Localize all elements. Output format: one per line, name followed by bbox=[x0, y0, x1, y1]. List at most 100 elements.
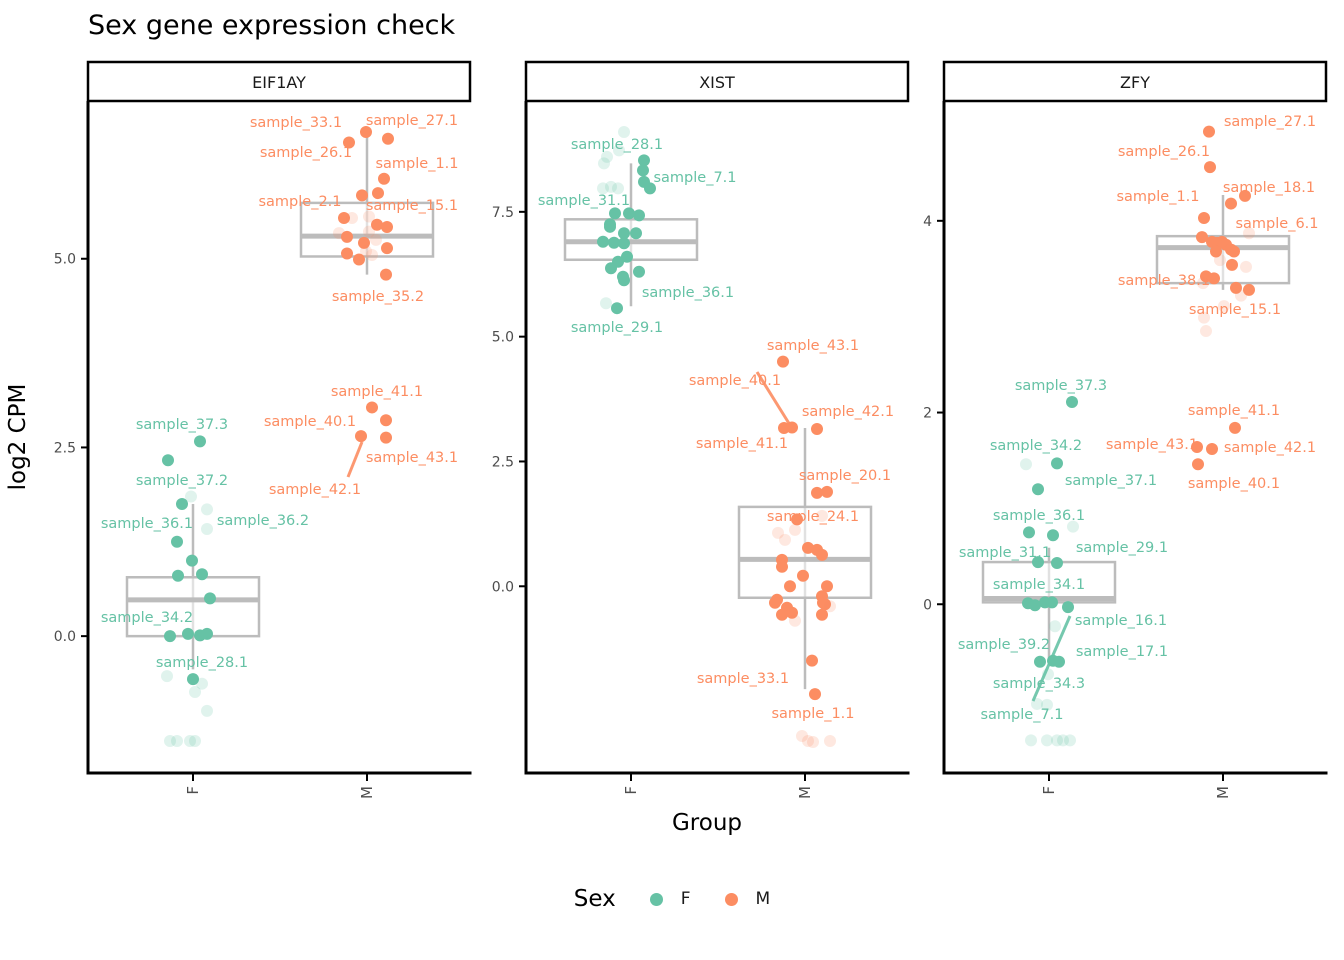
sample-label: sample_36.2 bbox=[217, 513, 309, 529]
jitter-point bbox=[162, 454, 174, 467]
legend-key-f-icon bbox=[649, 892, 663, 906]
jitter-point bbox=[371, 218, 383, 231]
x-tick-label: F bbox=[184, 786, 202, 795]
jitter-point bbox=[597, 235, 609, 248]
jitter-point bbox=[817, 596, 829, 609]
sample-label: sample_27.1 bbox=[366, 113, 458, 129]
sample-label: sample_43.1 bbox=[366, 450, 458, 466]
jitter-point bbox=[1053, 655, 1065, 668]
jitter-point bbox=[380, 414, 392, 427]
jitter-point bbox=[341, 247, 353, 260]
jitter-point bbox=[363, 225, 375, 238]
jitter-point bbox=[1218, 300, 1230, 313]
jitter-point bbox=[618, 237, 630, 250]
jitter-point bbox=[1204, 161, 1216, 174]
jitter-point bbox=[1200, 325, 1212, 338]
jitter-point bbox=[366, 401, 378, 414]
jitter-point bbox=[1032, 483, 1044, 496]
sample-label: sample_38.1 bbox=[1118, 273, 1210, 289]
jitter-point bbox=[806, 654, 818, 667]
sample-label: sample_42.1 bbox=[1224, 440, 1316, 456]
jitter-point bbox=[638, 154, 650, 167]
sample-label: sample_34.2 bbox=[101, 610, 193, 626]
jitter-point bbox=[776, 560, 788, 573]
jitter-point bbox=[184, 735, 196, 748]
jitter-point bbox=[196, 677, 208, 690]
sample-label: sample_40.1 bbox=[689, 373, 781, 389]
y-tick-label: 5.0 bbox=[54, 252, 76, 268]
jitter-point bbox=[196, 568, 208, 581]
jitter-point bbox=[821, 580, 833, 593]
jitter-point bbox=[182, 627, 194, 640]
sample-label: sample_20.1 bbox=[799, 468, 891, 484]
jitter-point bbox=[1198, 311, 1210, 324]
x-tick-label: M bbox=[1214, 786, 1232, 799]
y-tick-label: 7.5 bbox=[492, 205, 514, 221]
sample-label: sample_42.1 bbox=[802, 404, 894, 420]
jitter-point bbox=[811, 423, 823, 436]
box bbox=[981, 560, 1117, 604]
sample-label: sample_31.1 bbox=[538, 193, 630, 209]
jitter-point bbox=[1235, 289, 1247, 302]
jitter-point bbox=[1225, 197, 1237, 210]
jitter-point bbox=[1192, 458, 1204, 471]
jitter-point bbox=[353, 253, 365, 266]
y-tick-label: 0.0 bbox=[492, 579, 514, 595]
jitter-point bbox=[1240, 260, 1252, 273]
sample-label: sample_41.1 bbox=[696, 436, 788, 452]
jitter-point bbox=[204, 592, 216, 605]
jitter-point bbox=[816, 608, 828, 621]
jitter-point bbox=[644, 182, 656, 195]
jitter-point bbox=[363, 210, 375, 223]
jitter-point bbox=[802, 541, 814, 554]
jitter-point bbox=[380, 431, 392, 444]
jitter-point bbox=[381, 242, 393, 255]
jitter-point bbox=[194, 435, 206, 448]
sample-label: sample_43.1 bbox=[1106, 437, 1198, 453]
box bbox=[125, 576, 261, 638]
jitter-point bbox=[1208, 272, 1220, 285]
jitter-point bbox=[171, 735, 183, 748]
jitter-point bbox=[597, 182, 609, 195]
jitter-point bbox=[608, 236, 620, 249]
jitter-point bbox=[1029, 599, 1041, 612]
jitter-point bbox=[807, 736, 819, 749]
jitter-point bbox=[1229, 421, 1241, 434]
sample-label: sample_16.1 bbox=[1075, 613, 1167, 629]
jitter-point bbox=[1047, 529, 1059, 542]
jitter-point bbox=[1196, 231, 1208, 244]
sample-label: sample_24.1 bbox=[767, 509, 859, 525]
jitter-point bbox=[1034, 655, 1046, 668]
sample-label: sample_36.1 bbox=[101, 516, 193, 532]
jitter-point bbox=[1197, 277, 1209, 290]
sample-label: sample_17.1 bbox=[1076, 644, 1168, 660]
jitter-point bbox=[1066, 395, 1078, 408]
jitter-point bbox=[1041, 698, 1053, 711]
jitter-point bbox=[1057, 734, 1069, 747]
jitter-point bbox=[618, 227, 630, 240]
jitter-point bbox=[346, 211, 358, 224]
jitter-point bbox=[1020, 458, 1032, 471]
jitter-point bbox=[611, 302, 623, 315]
jitter-point bbox=[600, 297, 612, 310]
jitter-point bbox=[1228, 245, 1240, 258]
jitter-point bbox=[621, 250, 633, 263]
jitter-point bbox=[821, 485, 833, 498]
x-tick-label: F bbox=[622, 786, 640, 795]
jitter-point bbox=[1067, 520, 1079, 533]
jitter-point bbox=[189, 685, 201, 698]
jitter-point bbox=[637, 164, 649, 177]
sample-label: sample_7.1 bbox=[653, 170, 736, 186]
chart-title: Sex gene expression check bbox=[88, 10, 456, 41]
jitter-point bbox=[791, 513, 803, 526]
sample-label: sample_1.1 bbox=[1116, 189, 1199, 205]
jitter-point bbox=[380, 268, 392, 281]
sample-label: sample_37.3 bbox=[1015, 378, 1107, 394]
jitter-point bbox=[802, 735, 814, 748]
y-tick-label: 2.5 bbox=[492, 454, 514, 470]
jitter-point bbox=[1023, 526, 1035, 539]
sample-label: sample_41.1 bbox=[1188, 403, 1280, 419]
sample-label: sample_40.1 bbox=[264, 414, 356, 430]
jitter-point bbox=[1230, 281, 1242, 294]
jitter-point bbox=[618, 274, 630, 287]
